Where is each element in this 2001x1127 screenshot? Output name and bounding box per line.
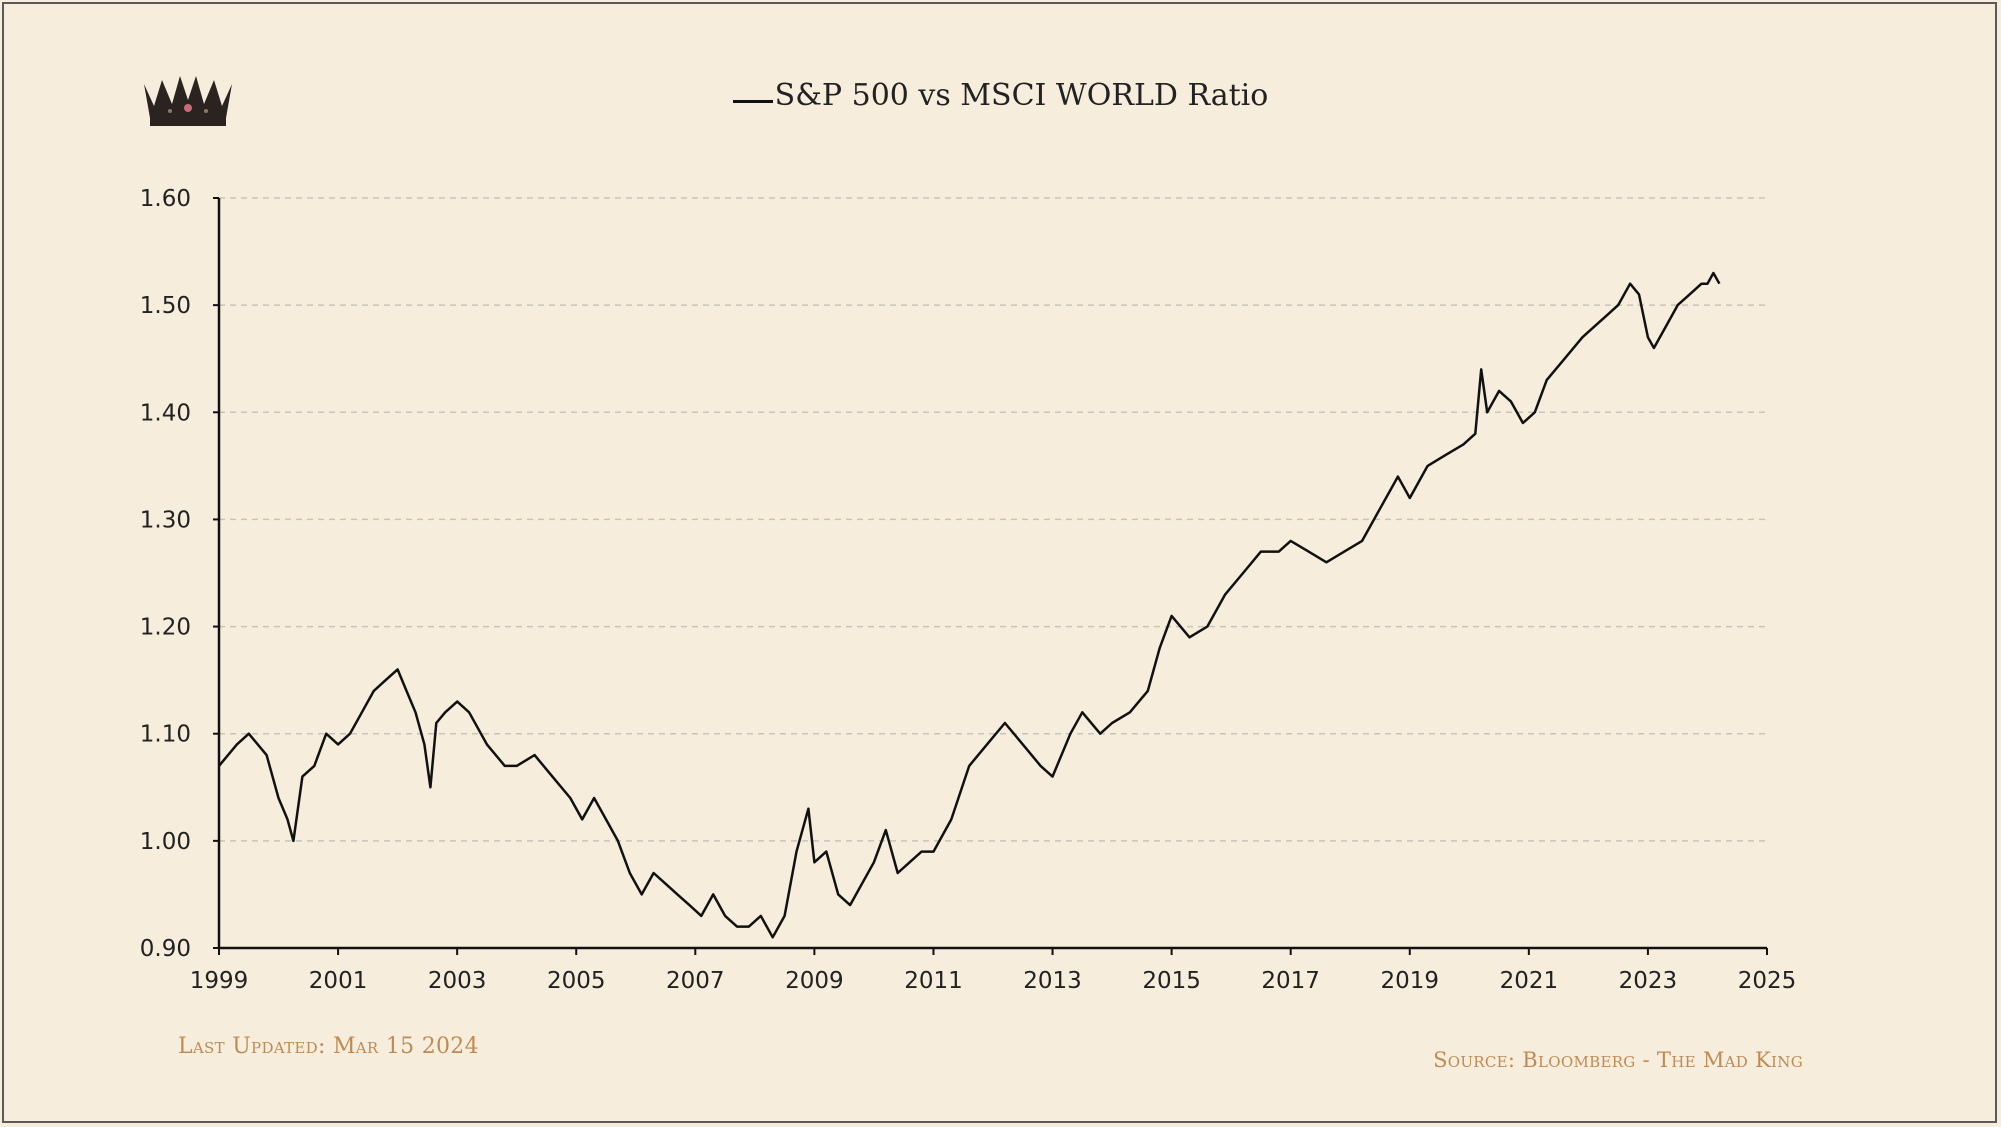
- legend-series-label: S&P 500 vs MSCI WORLD Ratio: [774, 78, 1269, 113]
- y-tick-label: 1.50: [140, 293, 191, 319]
- y-tick-label: 0.90: [140, 936, 191, 962]
- y-tick-label: 1.00: [140, 829, 191, 855]
- x-tick-label: 2025: [1738, 968, 1797, 994]
- legend-swatch: [732, 99, 773, 103]
- source-label: Source: Bloomberg - The Mad King: [1433, 1048, 1803, 1072]
- x-tick-label: 2007: [666, 968, 725, 994]
- last-updated-label: Last Updated: Mar 15 2024: [178, 1034, 479, 1059]
- y-tick-label: 1.10: [140, 722, 191, 748]
- legend: S&P 500 vs MSCI WORLD Ratio: [0, 78, 2001, 113]
- x-tick-label: 2023: [1619, 968, 1678, 994]
- x-tick-label: 2015: [1142, 968, 1201, 994]
- x-tick-label: 2005: [547, 968, 606, 994]
- y-tick-label: 1.30: [140, 507, 191, 533]
- x-tick-label: 2021: [1500, 968, 1559, 994]
- x-tick-label: 2009: [785, 968, 844, 994]
- y-tick-label: 1.60: [140, 186, 191, 212]
- series-line: [218, 271, 1721, 939]
- x-tick-label: 2003: [428, 968, 487, 994]
- x-tick-label: 2001: [309, 968, 368, 994]
- x-tick-label: 2013: [1023, 968, 1082, 994]
- x-tick-label: 1999: [190, 968, 249, 994]
- crown-icon: [144, 76, 232, 126]
- x-tick-label: 2011: [904, 968, 963, 994]
- y-tick-label: 1.20: [140, 615, 191, 641]
- x-tick-label: 2017: [1261, 968, 1320, 994]
- x-tick-label: 2019: [1380, 968, 1439, 994]
- y-tick-label: 1.40: [140, 400, 191, 426]
